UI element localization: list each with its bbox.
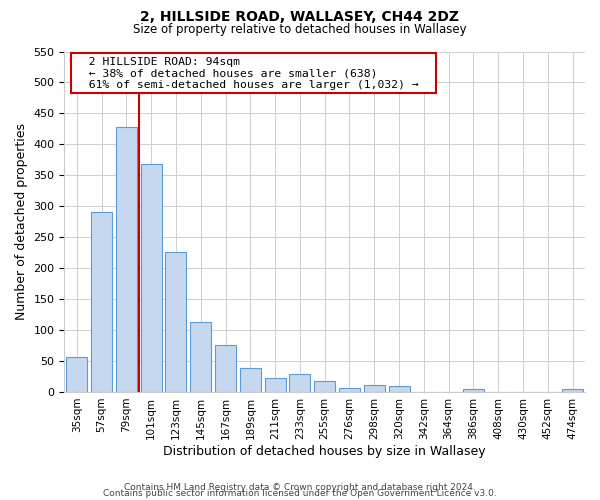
Y-axis label: Number of detached properties: Number of detached properties <box>15 123 28 320</box>
Bar <box>66 356 88 392</box>
Text: Contains public sector information licensed under the Open Government Licence v3: Contains public sector information licen… <box>103 490 497 498</box>
Bar <box>339 388 360 392</box>
X-axis label: Distribution of detached houses by size in Wallasey: Distribution of detached houses by size … <box>163 444 486 458</box>
Bar <box>463 389 484 392</box>
Bar <box>562 389 583 392</box>
Text: 2 HILLSIDE ROAD: 94sqm
  ← 38% of detached houses are smaller (638)
  61% of sem: 2 HILLSIDE ROAD: 94sqm ← 38% of detached… <box>75 56 433 90</box>
Bar <box>240 368 261 392</box>
Bar <box>140 164 162 392</box>
Bar <box>314 381 335 392</box>
Bar <box>91 212 112 392</box>
Bar <box>215 345 236 392</box>
Bar <box>116 127 137 392</box>
Bar <box>190 322 211 392</box>
Bar <box>265 378 286 392</box>
Text: 2, HILLSIDE ROAD, WALLASEY, CH44 2DZ: 2, HILLSIDE ROAD, WALLASEY, CH44 2DZ <box>140 10 460 24</box>
Bar <box>364 385 385 392</box>
Text: Size of property relative to detached houses in Wallasey: Size of property relative to detached ho… <box>133 22 467 36</box>
Bar <box>289 374 310 392</box>
Text: Contains HM Land Registry data © Crown copyright and database right 2024.: Contains HM Land Registry data © Crown c… <box>124 484 476 492</box>
Bar <box>389 386 410 392</box>
Bar <box>166 252 187 392</box>
